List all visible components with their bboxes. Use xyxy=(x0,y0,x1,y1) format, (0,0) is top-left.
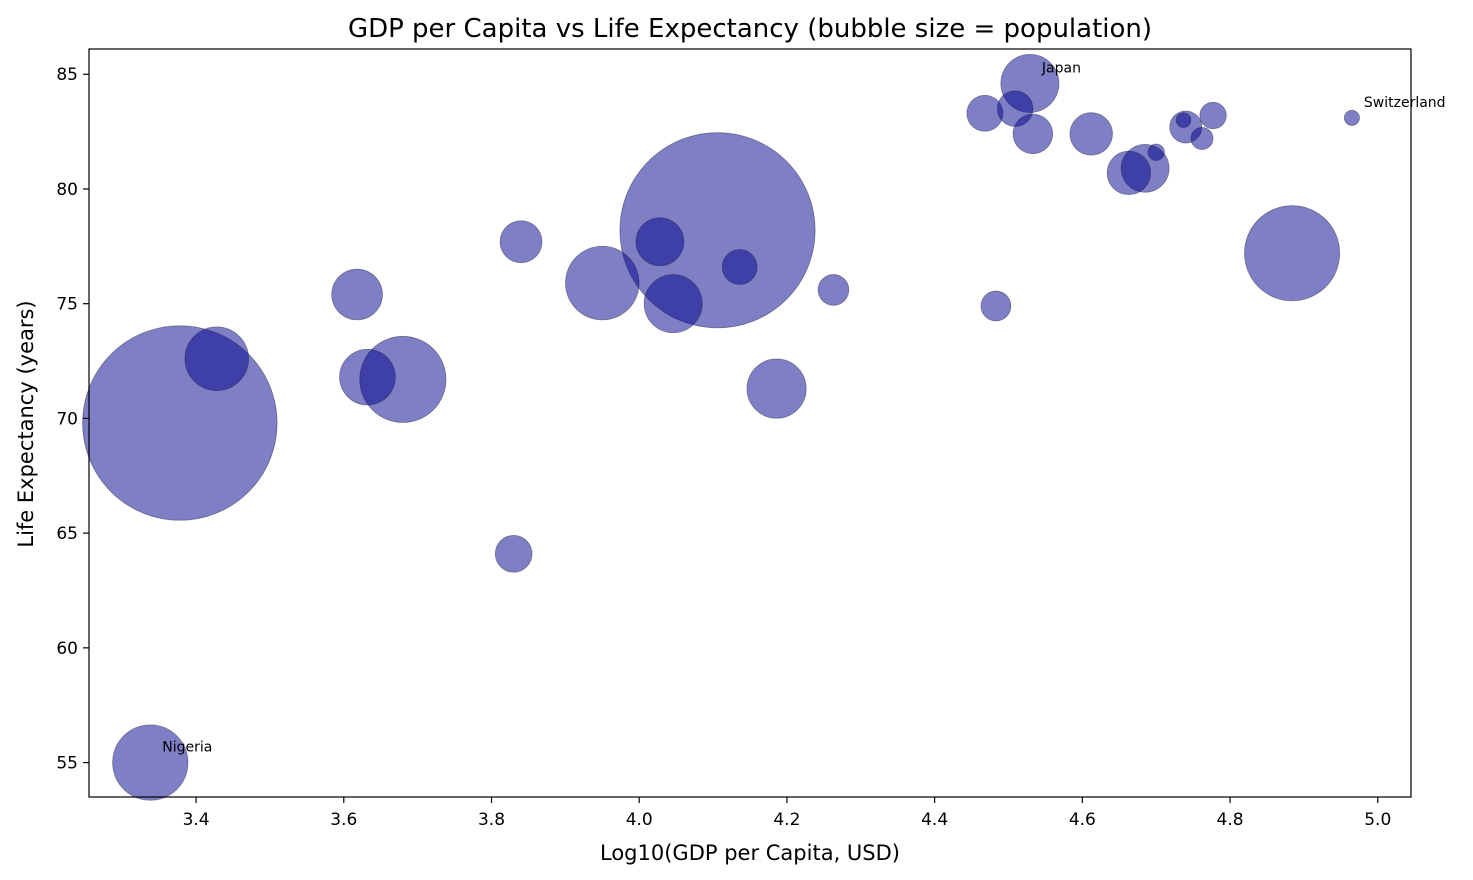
bubble-point xyxy=(1199,101,1227,130)
bubble-point xyxy=(1069,112,1113,156)
bubble-point xyxy=(996,90,1034,127)
x-tick-label: 4.2 xyxy=(773,810,800,830)
x-tick-label: 3.8 xyxy=(478,810,505,830)
chart-title: GDP per Capita vs Life Expectancy (bubbl… xyxy=(348,14,1152,44)
annotation-label: Japan xyxy=(1041,60,1081,76)
bubble-point xyxy=(1190,127,1214,150)
y-axis-label: Life Expectancy (years) xyxy=(14,300,38,547)
bubble-point xyxy=(184,326,250,391)
y-axis-ticks: 55 60 65 70 75 80 85 xyxy=(56,65,89,774)
x-tick-label: 4.0 xyxy=(626,810,653,830)
bubble-point xyxy=(1244,205,1341,302)
x-tick-label: 5.0 xyxy=(1364,810,1391,830)
bubble-point xyxy=(746,358,807,419)
plot-frame xyxy=(88,48,1412,798)
y-tick-label: 75 xyxy=(56,295,78,315)
annotation-label: Switzerland xyxy=(1364,95,1446,111)
y-tick-label: 80 xyxy=(56,180,78,200)
x-tick-label: 4.4 xyxy=(921,810,948,830)
bubble-point xyxy=(1175,112,1192,128)
bubble-point xyxy=(721,249,758,285)
y-tick-label: 70 xyxy=(56,409,78,429)
annotation-label: Nigeria xyxy=(162,740,212,756)
x-tick-label: 4.8 xyxy=(1217,810,1244,830)
y-tick-label: 60 xyxy=(56,639,78,659)
bubble-point xyxy=(643,274,703,334)
x-tick-label: 4.6 xyxy=(1069,810,1096,830)
annotation-layer: Japan Switzerland Nigeria xyxy=(162,60,1445,755)
bubble-point xyxy=(966,94,1004,132)
bubble-point xyxy=(339,348,396,406)
bubble-point xyxy=(499,220,543,264)
bubble-point xyxy=(980,290,1012,322)
y-tick-label: 85 xyxy=(56,65,78,85)
bubble-point xyxy=(1106,150,1152,196)
x-axis-label: Log10(GDP per Capita, USD) xyxy=(600,841,900,865)
bubble-point xyxy=(1147,143,1165,161)
bubble-point xyxy=(817,274,850,306)
bubble-point xyxy=(494,535,533,573)
y-tick-label: 65 xyxy=(56,524,78,544)
bubble-point xyxy=(635,217,685,267)
x-axis-ticks: 3.4 3.6 3.8 4.0 4.2 4.4 4.6 4.8 5.0 xyxy=(183,797,1391,830)
x-tick-label: 3.6 xyxy=(330,810,357,830)
bubble-layer xyxy=(82,53,1360,801)
x-tick-label: 3.4 xyxy=(183,810,210,830)
bubble-point xyxy=(565,245,640,321)
y-tick-label: 55 xyxy=(56,754,78,774)
bubble-point xyxy=(331,268,383,321)
bubble-point xyxy=(112,724,189,801)
bubble-point xyxy=(1343,109,1360,126)
